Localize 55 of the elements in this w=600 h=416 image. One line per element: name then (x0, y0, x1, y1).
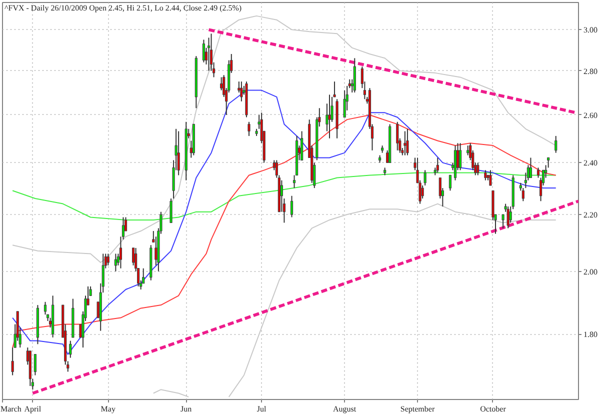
candlestick (396, 121, 399, 151)
candlestick (414, 157, 416, 171)
candlestick (506, 206, 510, 229)
x-tick-label: Jun (180, 404, 192, 414)
candlestick (114, 253, 117, 272)
candlestick (458, 142, 462, 171)
y-tick-label: 2.00 (584, 267, 598, 276)
x-tick-label: October (480, 404, 506, 414)
candlestick (220, 76, 223, 91)
candlestick (529, 157, 532, 178)
candlestick (106, 253, 110, 266)
y-tick-label: 2.20 (584, 210, 598, 220)
candlestick (207, 37, 210, 72)
candlestick (436, 157, 439, 174)
candlestick (170, 198, 172, 224)
x-tick-label: May (100, 404, 116, 414)
y-tick-label: 2.60 (584, 110, 598, 120)
candlestick (536, 167, 540, 178)
candlestick (248, 121, 250, 136)
candlestick (406, 128, 409, 156)
candlestick (476, 162, 480, 176)
x-tick-label: April (24, 404, 42, 414)
candlestick (31, 378, 34, 390)
x-tick-label: August (333, 404, 357, 414)
candlestick (177, 130, 180, 176)
x-tick-label: September (400, 404, 435, 414)
line-series (12, 15, 556, 263)
x-tick-label: Jul (256, 404, 268, 414)
candlestick (404, 130, 406, 156)
candlestick (202, 39, 206, 63)
candlestick (421, 184, 424, 199)
candlestick (333, 81, 336, 98)
y-tick-label: 2.40 (584, 158, 598, 168)
candlestick (554, 135, 558, 154)
candlestick (300, 130, 304, 161)
candlestick (484, 170, 487, 181)
y-tick-label: 1.80 (584, 330, 598, 340)
candlestick (489, 170, 492, 186)
candlestick (448, 174, 452, 192)
candlestick (328, 94, 331, 139)
y-tick-label: 3.00 (584, 26, 598, 35)
candlestick (69, 340, 72, 358)
candlestick (353, 58, 356, 93)
candlestick (240, 81, 243, 102)
y-tick-label: 2.80 (584, 66, 598, 76)
candlestick (290, 195, 294, 218)
chart-title: ^FVX - Daily 26/10/2009 Open 2.45, Hi 2.51, Lo 2.44, Close 2.49 (2.5%) (4, 4, 242, 12)
candlestick (466, 145, 470, 156)
candlestick (502, 214, 504, 229)
candlestick (44, 301, 47, 316)
candlestick (34, 354, 37, 376)
candlestick (89, 286, 92, 296)
x-tick-label: March (0, 404, 22, 414)
candlestick (343, 90, 346, 118)
candlestick (424, 170, 426, 186)
